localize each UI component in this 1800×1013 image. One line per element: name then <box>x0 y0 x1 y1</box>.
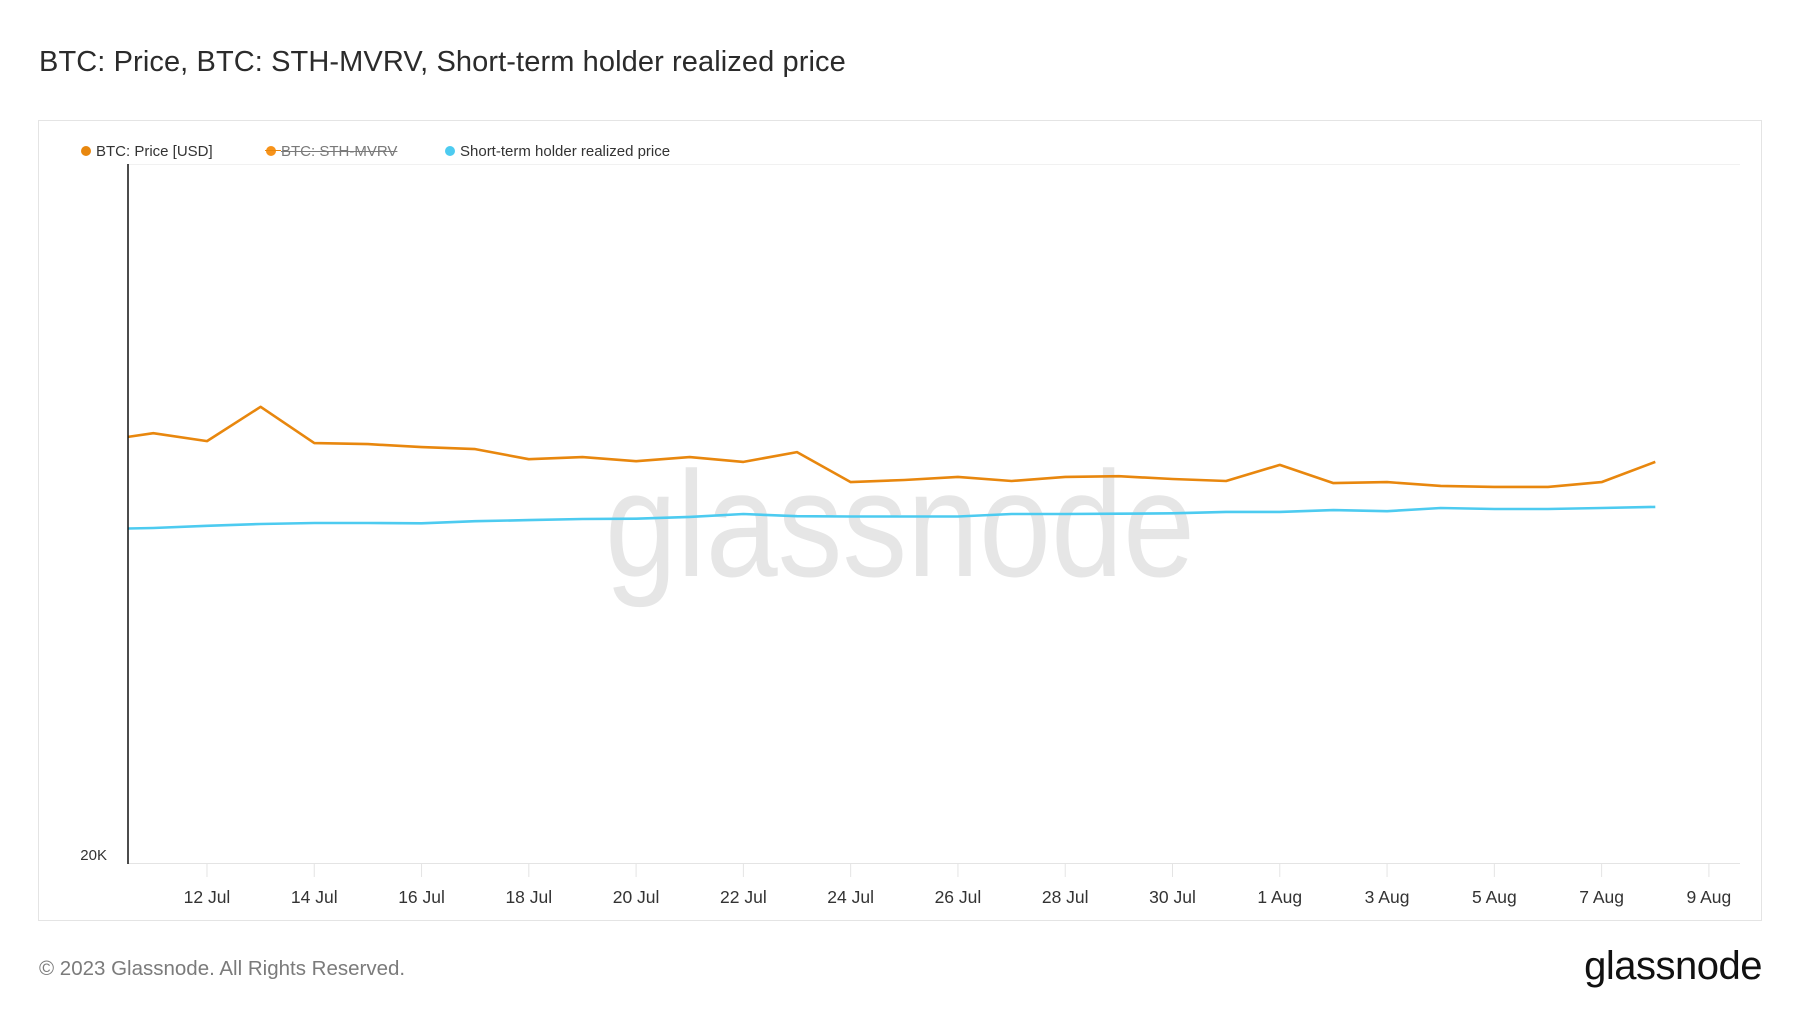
x-tick-label: 3 Aug <box>1365 887 1410 907</box>
x-tick-label: 30 Jul <box>1149 887 1196 907</box>
x-tick-label: 7 Aug <box>1579 887 1624 907</box>
legend-label: Short-term holder realized price <box>460 142 671 160</box>
glassnode-logo: glassnode <box>1584 944 1762 988</box>
btc-price-line <box>127 405 1656 489</box>
x-tick-label: 9 Aug <box>1687 887 1732 907</box>
x-tick-label: 1 Aug <box>1257 887 1302 907</box>
watermark-logo: glassnode <box>605 440 1195 608</box>
copyright-notice: © 2023 Glassnode. All Rights Reserved. <box>39 957 406 980</box>
legend-dot-icon <box>81 146 91 156</box>
x-tick-label: 16 Jul <box>398 887 445 907</box>
x-tick-label: 26 Jul <box>935 887 982 907</box>
x-axis-ticks: 12 Jul 14 Jul 16 Jul 18 Jul 20 Jul 22 Jul 24 J… <box>184 864 1732 907</box>
chart-title: BTC: Price, BTC: STH-MVRV, Short-term ho… <box>39 46 846 78</box>
sth-realized-price-line <box>127 505 1656 530</box>
x-tick-label: 24 Jul <box>827 887 874 907</box>
legend-item-btc-price[interactable]: BTC: Price [USD] <box>81 141 213 161</box>
x-tick-label: 5 Aug <box>1472 887 1517 907</box>
x-tick-label: 18 Jul <box>505 887 552 907</box>
chart-container <box>38 120 1762 921</box>
legend-label: BTC: Price [USD] <box>96 142 213 160</box>
legend-label: BTC: STH-MVRV <box>281 142 398 160</box>
x-tick-label: 22 Jul <box>720 887 767 907</box>
x-tick-label: 28 Jul <box>1042 887 1089 907</box>
y-tick-label-20k: 20K <box>80 847 107 864</box>
x-tick-label: 20 Jul <box>613 887 660 907</box>
legend-item-sth-mvrv[interactable]: BTC: STH-MVRV <box>264 141 398 161</box>
legend-dot-icon <box>266 146 276 156</box>
legend-item-sth-realized-price[interactable]: Short-term holder realized price <box>445 141 670 161</box>
x-tick-label: 14 Jul <box>291 887 338 907</box>
legend-dot-icon <box>445 146 455 156</box>
x-tick-label: 12 Jul <box>184 887 231 907</box>
